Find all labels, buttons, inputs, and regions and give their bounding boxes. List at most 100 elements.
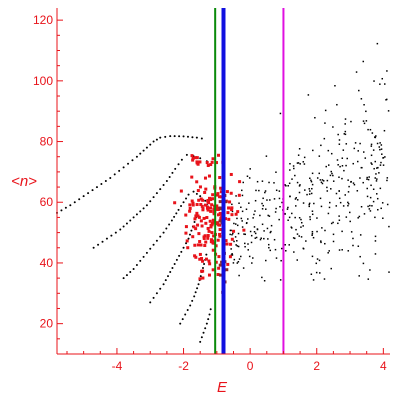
scatter-point <box>268 246 270 249</box>
curve-4-point <box>197 283 200 286</box>
scatter-point <box>238 202 240 204</box>
scatter-point <box>366 187 368 190</box>
scatter-point <box>318 155 321 157</box>
scatter-point <box>295 228 297 231</box>
scatter-point <box>312 149 314 152</box>
scatter-point <box>296 181 299 184</box>
scatter-point <box>241 226 244 228</box>
scatter-point <box>363 122 366 125</box>
scatter-point <box>321 182 324 185</box>
scatter-point <box>338 143 341 145</box>
scatter-point <box>341 177 343 180</box>
scatter-point-red <box>238 180 242 184</box>
scatter-point <box>341 165 344 167</box>
scatter-point <box>330 188 332 190</box>
scatter-point <box>240 217 243 220</box>
scatter-point-red <box>195 203 199 207</box>
scatter-point <box>294 198 297 200</box>
scatter-point <box>376 142 379 145</box>
scatter-point <box>374 177 377 179</box>
curve-1-point <box>174 167 177 170</box>
scatter-point <box>367 128 369 131</box>
scatter-point <box>275 189 278 192</box>
scatter-point <box>311 255 314 258</box>
scatter-point <box>302 161 305 163</box>
curve-4-point <box>189 304 192 307</box>
scatter-point-overlap <box>218 219 222 223</box>
scatter-point <box>327 164 330 166</box>
curve-5-point <box>209 308 212 311</box>
scatter-point-red <box>199 219 203 223</box>
scatter-point <box>371 163 373 165</box>
y-tick-label: 120 <box>33 13 53 27</box>
scatter-point <box>245 222 248 225</box>
scatter-point <box>248 177 251 179</box>
scatter-point <box>289 195 291 198</box>
scatter-point-red <box>209 209 213 213</box>
scatter-point <box>381 77 384 80</box>
scatter-point <box>270 230 272 233</box>
scatter-point <box>234 236 237 238</box>
scatter-point <box>294 174 296 177</box>
scatter-point <box>357 245 360 247</box>
scatter-point-overlap <box>218 200 222 204</box>
scatter-point <box>362 60 365 63</box>
curve-4-point <box>179 322 182 325</box>
scatter-point-red <box>211 197 215 201</box>
scatter-point <box>379 142 381 144</box>
scatter-point-red <box>202 236 206 240</box>
scatter-point <box>303 163 306 165</box>
y-tick-label: 80 <box>40 135 54 149</box>
scatter-point <box>308 203 310 206</box>
curve-0-point <box>82 195 85 198</box>
curve-3-point <box>167 275 169 278</box>
scatter-point-red <box>203 176 207 180</box>
scatter-point <box>270 224 273 227</box>
scatter-point <box>344 133 347 136</box>
scatter-point <box>267 243 270 246</box>
scatter-point <box>241 220 243 222</box>
scatter-point-red <box>199 203 203 207</box>
scatter-point <box>250 234 253 237</box>
scatter-point-red <box>218 228 222 232</box>
curve-3-point <box>178 254 181 257</box>
curve-1-point <box>105 237 108 240</box>
scatter-point-red <box>188 203 192 207</box>
scatter-point <box>267 214 269 217</box>
scatter-point <box>336 159 339 161</box>
scatter-point <box>338 139 341 141</box>
curve-1-point <box>132 216 135 219</box>
scatter-point <box>266 199 268 201</box>
scatter-point <box>384 83 386 85</box>
curve-2-point <box>122 277 125 280</box>
scatter-point <box>353 183 356 186</box>
scatter-point <box>297 162 300 164</box>
scatter-point <box>382 164 385 166</box>
scatter-point-red <box>203 203 207 207</box>
scatter-point-red <box>185 239 189 243</box>
scatter-point-red <box>198 277 202 281</box>
curve-0-point <box>186 135 189 138</box>
scatter-point <box>294 216 296 219</box>
curve-1-point <box>152 196 155 199</box>
curve-3-point <box>164 279 167 282</box>
x-tick-label: 2 <box>313 359 320 373</box>
scatter-point <box>295 197 297 199</box>
scatter-point-red <box>205 205 209 209</box>
scatter-point <box>323 137 326 140</box>
scatter-point-red <box>209 240 213 244</box>
y-tick-label: 60 <box>40 195 54 209</box>
scatter-point <box>273 182 275 184</box>
curve-2-point <box>182 201 185 204</box>
scatter-point-red <box>201 259 205 263</box>
curve-0-point <box>64 206 67 209</box>
scatter-point <box>355 71 358 73</box>
scatter-point <box>323 278 326 280</box>
scatter-point <box>316 258 319 260</box>
scatter-point <box>365 120 368 122</box>
curve-2-point <box>187 193 190 196</box>
scatter-point-red <box>191 203 195 207</box>
scatter-point <box>332 174 334 177</box>
scatter-point <box>326 179 329 182</box>
curve-1-point <box>177 163 180 166</box>
